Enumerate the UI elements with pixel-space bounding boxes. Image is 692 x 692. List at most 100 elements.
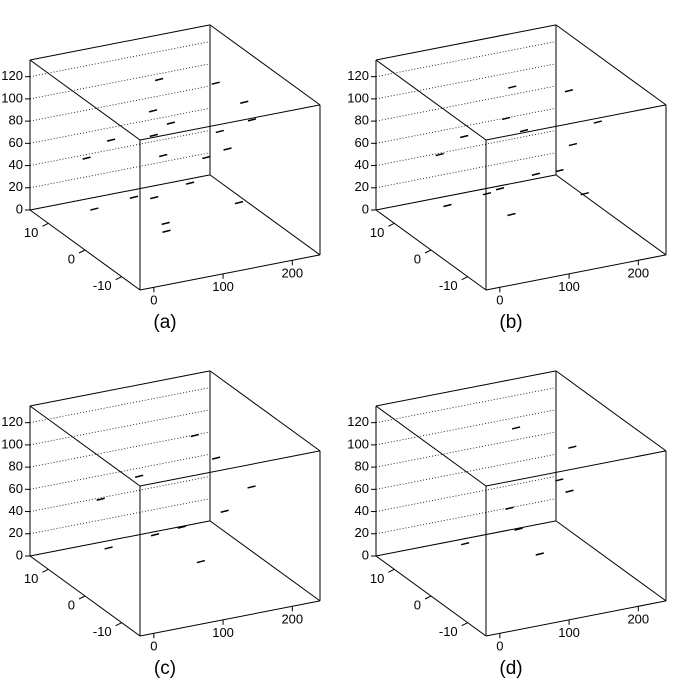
z-tick-label: 60 bbox=[9, 481, 23, 496]
grid-line bbox=[375, 174, 557, 211]
z-tick-label: 20 bbox=[355, 525, 369, 540]
point bbox=[435, 152, 444, 157]
z-tick-label: 80 bbox=[355, 113, 369, 128]
z-tick-label: 80 bbox=[9, 459, 23, 474]
grid-line bbox=[29, 476, 211, 512]
grid-line bbox=[375, 85, 557, 122]
panel-label: (b) bbox=[499, 312, 522, 333]
y-tick-label: 0 bbox=[68, 251, 75, 266]
point bbox=[185, 181, 195, 185]
point bbox=[104, 546, 113, 550]
box-edge bbox=[139, 104, 321, 141]
grid-line bbox=[29, 431, 211, 468]
z-tick-label: 20 bbox=[9, 179, 23, 194]
point bbox=[501, 116, 511, 121]
x-tick-label: 200 bbox=[281, 266, 303, 281]
y-tick-label: -10 bbox=[93, 278, 112, 293]
point bbox=[149, 133, 159, 138]
point bbox=[568, 445, 577, 449]
y-tick-label: 10 bbox=[24, 571, 38, 586]
y-tick-label: 10 bbox=[370, 225, 384, 240]
grid-line bbox=[29, 85, 211, 122]
box-edge bbox=[139, 600, 321, 637]
z-tick-label: 120 bbox=[1, 414, 23, 429]
point bbox=[234, 200, 244, 205]
point bbox=[158, 153, 168, 158]
tick-mark bbox=[78, 595, 86, 600]
point bbox=[240, 100, 249, 105]
z-tick-label: 60 bbox=[355, 135, 369, 150]
z-tick-label: 20 bbox=[355, 179, 369, 194]
grid-line bbox=[29, 63, 211, 100]
panel-label: (a) bbox=[153, 312, 176, 333]
x-tick-label: 0 bbox=[150, 639, 157, 654]
x-tick-label: 0 bbox=[496, 293, 503, 308]
z-tick-label: 0 bbox=[362, 547, 369, 562]
tick-mark bbox=[424, 595, 432, 600]
point bbox=[215, 129, 224, 134]
point bbox=[514, 527, 523, 531]
point bbox=[443, 203, 452, 208]
point bbox=[154, 77, 164, 82]
point bbox=[223, 147, 232, 151]
point bbox=[593, 120, 602, 124]
panel-label: (c) bbox=[154, 658, 176, 679]
z-tick-label: 40 bbox=[355, 157, 369, 172]
panel-label: (d) bbox=[499, 658, 522, 679]
z-tick-label: 120 bbox=[347, 414, 369, 429]
point bbox=[564, 89, 574, 93]
grid-line bbox=[29, 41, 211, 78]
x-tick-label: 100 bbox=[558, 625, 580, 640]
box-edge bbox=[375, 24, 557, 61]
grid-line bbox=[375, 520, 557, 557]
point bbox=[150, 533, 160, 537]
tick-mark bbox=[42, 222, 49, 227]
z-tick-label: 120 bbox=[1, 68, 23, 83]
point bbox=[565, 489, 574, 493]
grid-line bbox=[375, 41, 557, 78]
grid-line bbox=[29, 130, 211, 166]
y-tick-label: 10 bbox=[370, 571, 384, 586]
point bbox=[568, 142, 578, 147]
grid-line bbox=[375, 130, 557, 166]
z-tick-label: 20 bbox=[9, 525, 23, 540]
point bbox=[461, 541, 470, 546]
point bbox=[190, 433, 199, 438]
grid-line bbox=[29, 152, 211, 189]
grid-line bbox=[375, 409, 557, 446]
box-edge bbox=[139, 450, 321, 487]
point bbox=[580, 191, 589, 196]
z-tick-label: 0 bbox=[16, 547, 23, 562]
point bbox=[196, 559, 206, 564]
grid-line bbox=[375, 498, 557, 535]
box-edge bbox=[29, 59, 141, 141]
point bbox=[211, 81, 220, 85]
point bbox=[495, 186, 505, 191]
z-tick-label: 100 bbox=[347, 90, 369, 105]
z-tick-label: 100 bbox=[1, 90, 23, 105]
y-tick-label: -10 bbox=[439, 278, 458, 293]
box-edge bbox=[29, 24, 211, 61]
point bbox=[129, 195, 139, 199]
point bbox=[166, 121, 176, 125]
y-tick-label: 10 bbox=[24, 225, 38, 240]
tick-mark bbox=[388, 568, 395, 573]
grid-line bbox=[375, 152, 557, 189]
grid-line bbox=[29, 453, 211, 490]
point bbox=[220, 509, 229, 513]
point bbox=[535, 552, 544, 556]
point bbox=[247, 485, 256, 489]
z-tick-label: 40 bbox=[355, 503, 369, 518]
x-tick-label: 0 bbox=[150, 293, 157, 308]
z-tick-label: 0 bbox=[362, 201, 369, 216]
point bbox=[531, 172, 541, 176]
box-edge bbox=[375, 405, 487, 487]
y-tick-label: -10 bbox=[439, 624, 458, 639]
point bbox=[162, 229, 171, 233]
grid-line bbox=[29, 498, 211, 535]
y-tick-label: -10 bbox=[93, 624, 112, 639]
